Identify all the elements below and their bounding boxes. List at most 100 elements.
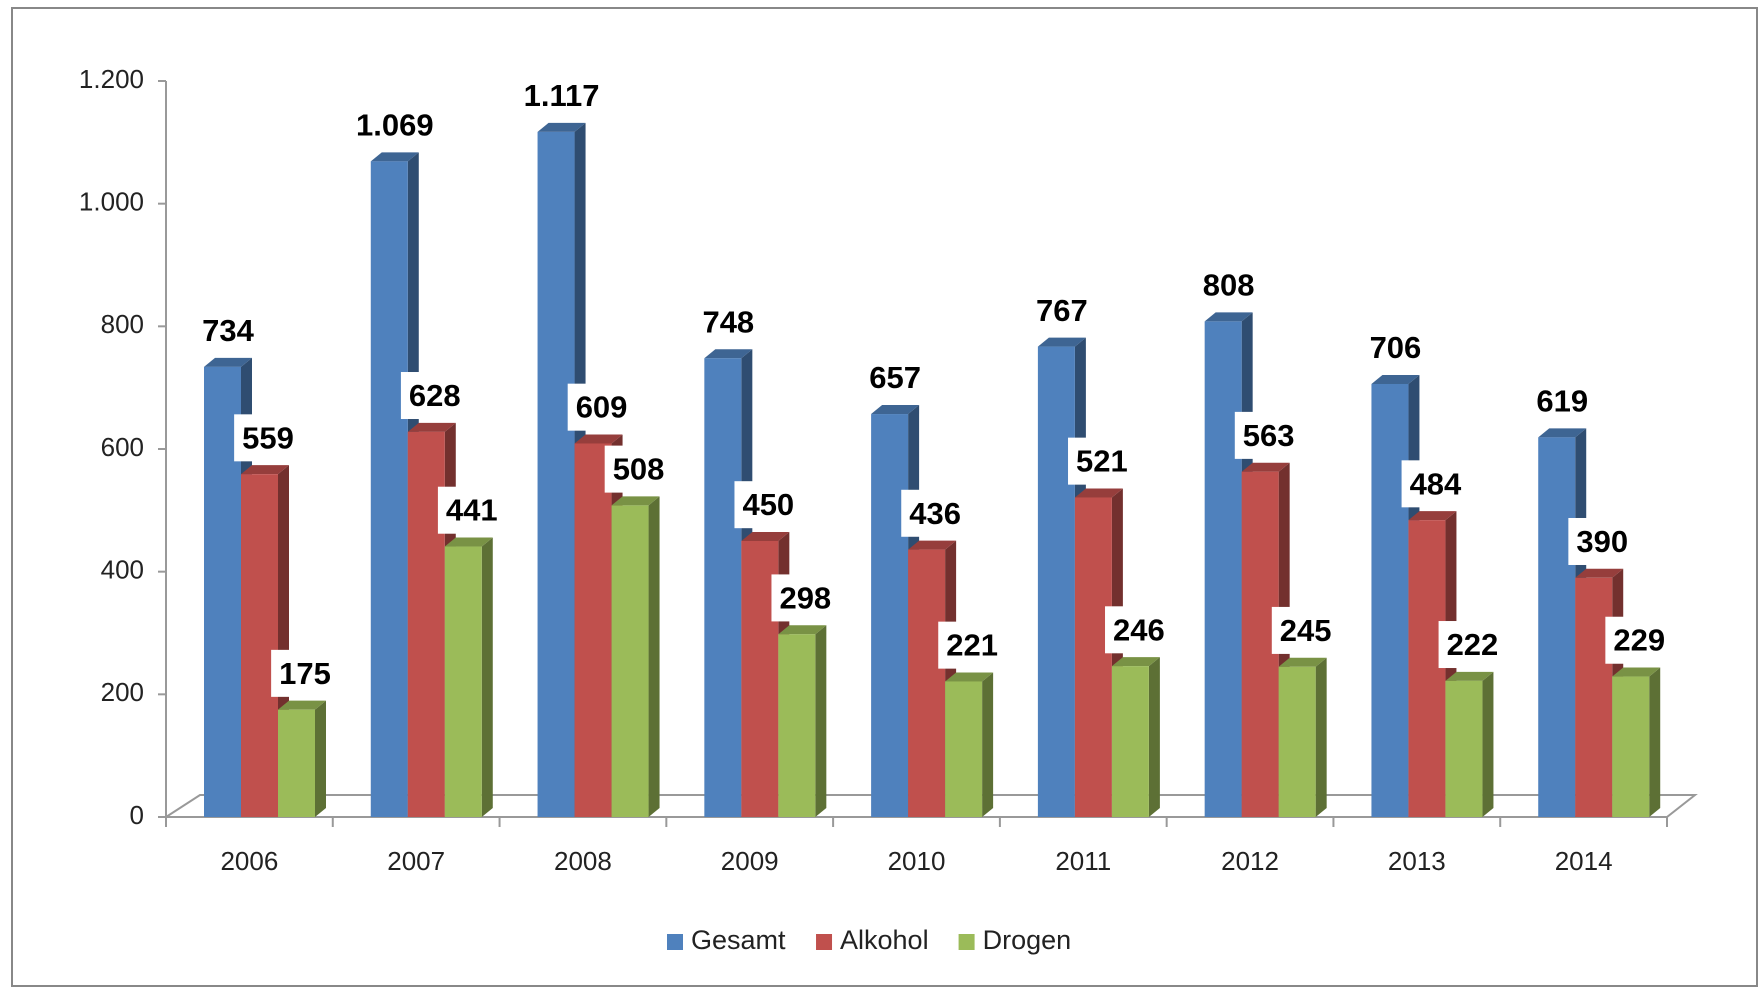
bar bbox=[537, 122, 586, 817]
legend-swatch bbox=[667, 934, 683, 950]
bar bbox=[1612, 667, 1661, 817]
bar-front bbox=[444, 546, 482, 817]
bar-top bbox=[278, 700, 326, 710]
data-label-bg bbox=[567, 383, 636, 431]
data-label: 521 bbox=[1076, 444, 1128, 479]
bar-top bbox=[611, 496, 660, 506]
y-tick-label: 800 bbox=[101, 309, 144, 339]
bar-side bbox=[1315, 657, 1327, 817]
data-label-bg bbox=[1068, 437, 1136, 485]
data-label: 734 bbox=[202, 313, 254, 348]
data-label: 508 bbox=[613, 452, 665, 487]
bar-top bbox=[1111, 657, 1160, 667]
bar-front bbox=[778, 634, 816, 817]
y-tick-label: 400 bbox=[101, 555, 144, 585]
bar-side bbox=[648, 496, 660, 817]
bar-top bbox=[1612, 667, 1661, 677]
bar-front bbox=[1037, 346, 1075, 817]
data-label-bg bbox=[271, 649, 339, 697]
data-label: 563 bbox=[1243, 418, 1295, 453]
bar-top bbox=[1575, 568, 1624, 578]
data-label: 619 bbox=[1536, 384, 1588, 419]
data-label-bg bbox=[1605, 616, 1674, 664]
bar-side bbox=[815, 625, 827, 817]
data-label: 484 bbox=[1410, 466, 1462, 501]
data-label: 246 bbox=[1113, 612, 1165, 647]
bar-top bbox=[1408, 511, 1457, 521]
data-label-bg bbox=[901, 489, 969, 537]
bar-top bbox=[1037, 337, 1086, 347]
bar-top bbox=[1278, 657, 1327, 667]
bar bbox=[1445, 671, 1494, 817]
bar-top bbox=[1371, 374, 1420, 384]
bar-front bbox=[537, 131, 575, 817]
bar-top bbox=[370, 152, 419, 162]
x-tick-label: 2012 bbox=[1221, 846, 1279, 876]
bar bbox=[444, 537, 493, 817]
data-label-bg bbox=[1271, 606, 1340, 654]
bar-top bbox=[704, 349, 753, 359]
bar-front bbox=[1408, 520, 1446, 817]
bar bbox=[1111, 657, 1160, 817]
y-tick-label: 600 bbox=[101, 432, 144, 462]
bar-top bbox=[908, 540, 957, 550]
bar-front bbox=[611, 505, 649, 817]
x-tick-label: 2010 bbox=[888, 846, 946, 876]
data-label: 767 bbox=[1036, 293, 1088, 328]
x-tick-label: 2011 bbox=[1055, 846, 1111, 876]
bar-front bbox=[1074, 497, 1112, 817]
bar-side bbox=[315, 700, 326, 817]
bar-top bbox=[241, 465, 289, 475]
data-label: 298 bbox=[779, 580, 831, 615]
bar bbox=[1278, 657, 1327, 817]
bar-front bbox=[1204, 321, 1242, 817]
bar-top bbox=[1204, 312, 1253, 322]
data-label-bg bbox=[1438, 621, 1507, 669]
data-label: 441 bbox=[446, 493, 498, 528]
x-tick-label: 2008 bbox=[554, 846, 612, 876]
y-tick-label: 1.000 bbox=[79, 187, 144, 217]
bar-front bbox=[704, 358, 742, 817]
data-label-bg bbox=[234, 414, 302, 462]
bar-top bbox=[1241, 462, 1290, 472]
data-label-bg bbox=[771, 574, 840, 622]
legend-swatch bbox=[816, 934, 833, 950]
y-tick-label: 200 bbox=[101, 677, 144, 707]
data-label-bg bbox=[734, 481, 803, 529]
bar-top bbox=[537, 122, 586, 132]
data-label: 436 bbox=[909, 496, 961, 531]
bar bbox=[611, 496, 660, 817]
data-label-bg bbox=[604, 445, 673, 493]
bar-side bbox=[1148, 657, 1160, 817]
bar-front bbox=[370, 161, 408, 817]
data-label-bg bbox=[1401, 460, 1471, 508]
bar bbox=[704, 349, 753, 817]
bar-top bbox=[1538, 428, 1587, 438]
bar-top bbox=[871, 405, 920, 415]
bar-top bbox=[1445, 671, 1494, 681]
data-label: 559 bbox=[242, 420, 294, 455]
bar-front bbox=[1278, 666, 1316, 817]
bar-side bbox=[1482, 671, 1494, 817]
bar-front bbox=[1575, 577, 1613, 817]
bar-top bbox=[204, 357, 252, 367]
data-label: 628 bbox=[409, 378, 461, 413]
bar-front bbox=[1111, 666, 1149, 817]
bar-front bbox=[1612, 676, 1650, 817]
legend-label: Gesamt bbox=[691, 925, 786, 955]
bar-front bbox=[1445, 680, 1483, 817]
bar-top bbox=[407, 422, 456, 432]
bar-front bbox=[574, 443, 612, 817]
legend-label: Alkohol bbox=[840, 925, 929, 955]
data-label: 609 bbox=[576, 390, 628, 425]
bar bbox=[278, 700, 326, 817]
bar-top bbox=[444, 537, 493, 547]
bar-front bbox=[945, 681, 983, 817]
data-label-bg bbox=[1568, 517, 1637, 565]
x-tick-label: 2009 bbox=[721, 846, 779, 876]
data-label: 748 bbox=[702, 304, 754, 339]
data-label: 245 bbox=[1280, 613, 1332, 648]
data-label: 808 bbox=[1203, 268, 1255, 303]
bar bbox=[370, 152, 419, 817]
